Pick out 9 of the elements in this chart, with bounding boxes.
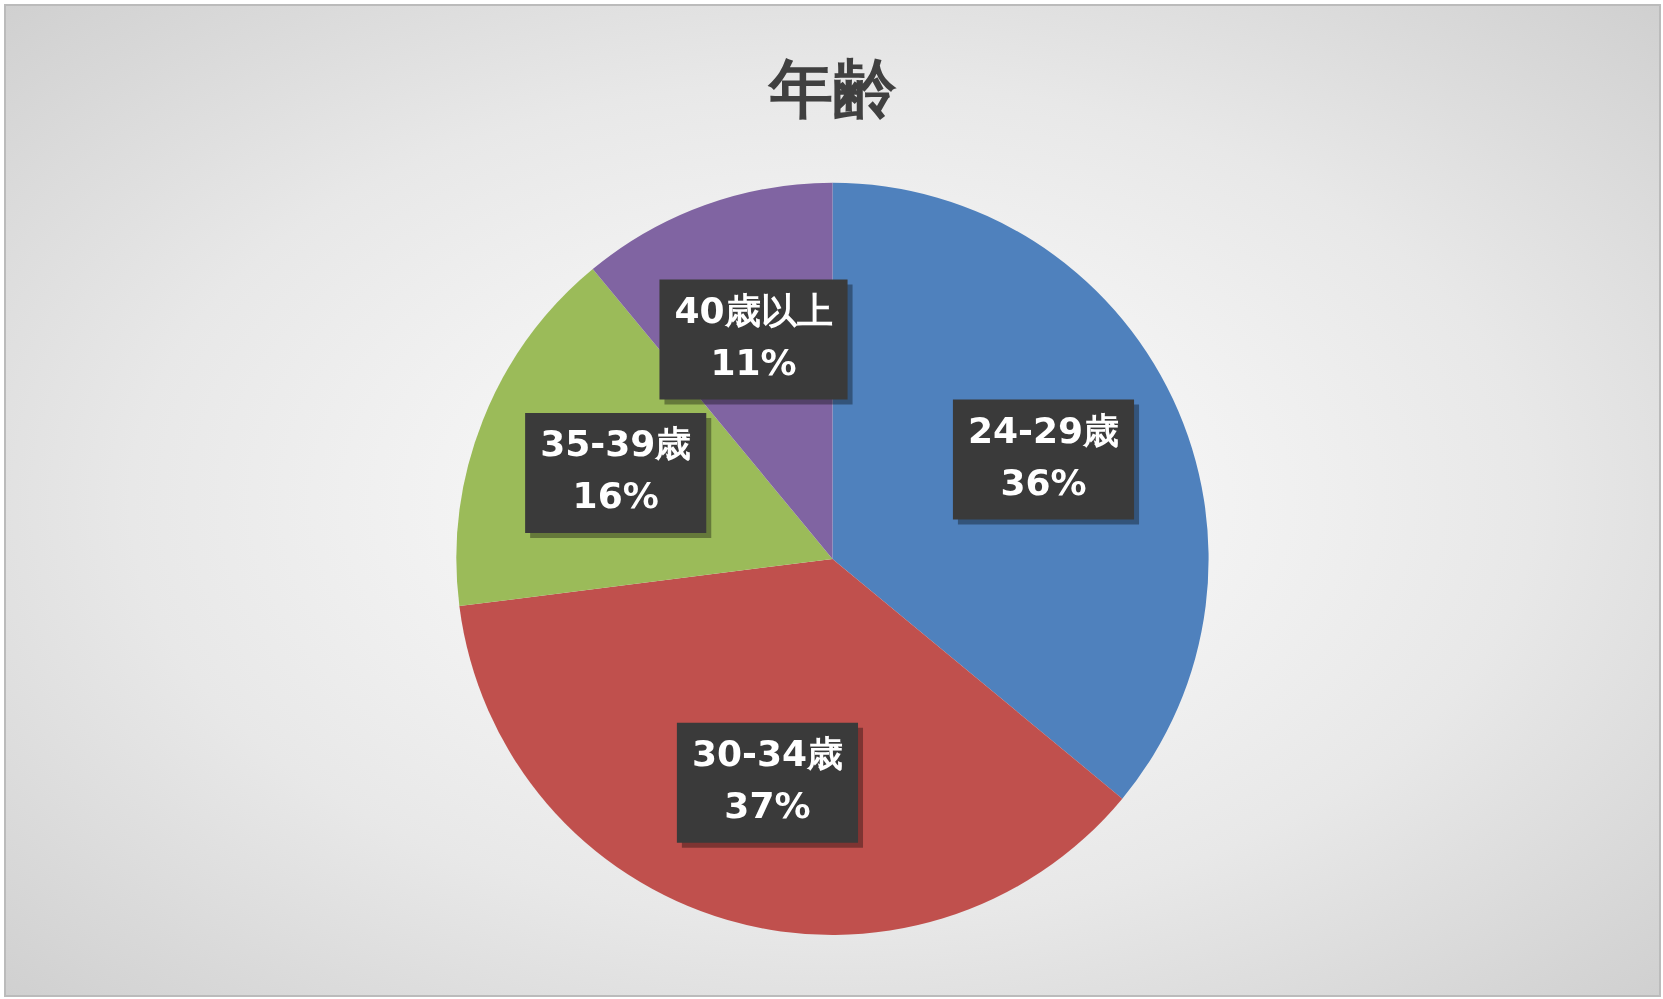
slice-label: 30-34歳 — [691, 733, 844, 775]
data-label: 36% — [1000, 461, 1087, 503]
data-label: 37% — [724, 785, 811, 827]
slice-label: 24-29歳 — [967, 409, 1120, 451]
slice-label: 35-39歳 — [540, 423, 692, 465]
data-label: 11% — [710, 341, 797, 383]
slice-label: 40歳以上 — [674, 289, 833, 331]
chart-title: 年齢 — [766, 52, 897, 127]
data-label: 16% — [572, 475, 659, 517]
